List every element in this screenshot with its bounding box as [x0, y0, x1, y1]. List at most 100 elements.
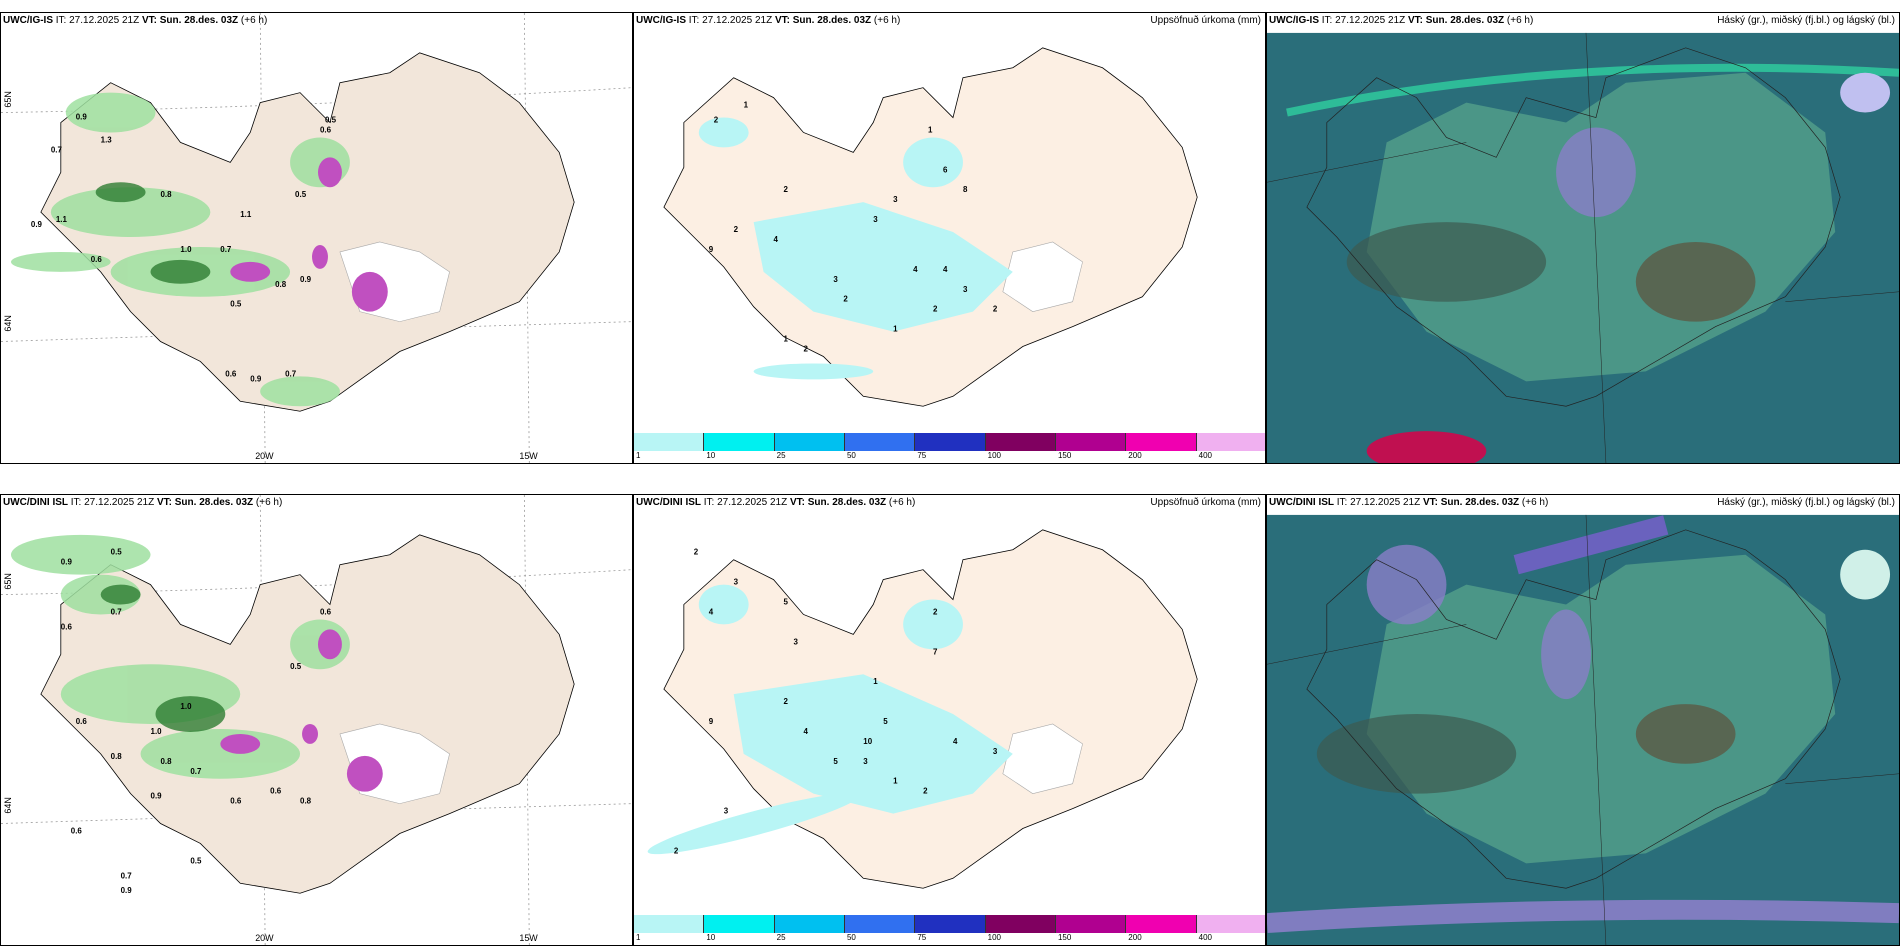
svg-text:3: 3	[873, 215, 878, 224]
svg-text:4: 4	[774, 235, 779, 244]
panel-title: UWC/IG-IS IT: 27.12.2025 21Z VT: Sun. 28…	[1269, 15, 1534, 26]
precip-map: 2 4 3 5 3 2 4 1 5 7 3 2 4 3 2 1 5 2 3 9 …	[647, 529, 1198, 889]
svg-text:65N: 65N	[3, 573, 13, 589]
colorbar-segment: 200	[1126, 915, 1197, 942]
svg-text:3: 3	[893, 195, 898, 204]
svg-text:2: 2	[933, 607, 938, 616]
svg-text:0.5: 0.5	[325, 116, 337, 125]
colorbar-tick: 100	[987, 451, 1001, 460]
svg-text:7: 7	[933, 647, 938, 656]
svg-text:2: 2	[714, 116, 719, 125]
svg-text:0.6: 0.6	[225, 369, 237, 378]
svg-text:0.5: 0.5	[295, 190, 307, 199]
svg-text:1: 1	[893, 325, 898, 334]
svg-text:2: 2	[843, 295, 848, 304]
svg-text:2: 2	[933, 305, 938, 314]
svg-text:0.9: 0.9	[76, 113, 88, 122]
panel-bottom-right: UWC/DINI ISL IT: 27.12.2025 21Z VT: Sun.…	[1266, 494, 1900, 946]
svg-text:9: 9	[709, 245, 714, 254]
svg-text:0.6: 0.6	[61, 622, 73, 631]
svg-text:5: 5	[784, 598, 789, 607]
colorbar-segment: 25	[774, 915, 845, 942]
svg-text:0.5: 0.5	[290, 662, 302, 671]
svg-text:0.9: 0.9	[61, 558, 73, 567]
colorbar-segment: 50	[844, 433, 916, 460]
svg-text:0.7: 0.7	[51, 145, 63, 154]
svg-text:2: 2	[993, 305, 998, 314]
svg-text:0.7: 0.7	[111, 607, 123, 616]
svg-text:5: 5	[883, 717, 888, 726]
svg-text:3: 3	[833, 275, 838, 284]
colorbar: 1 10 25 50 75 100 150 200 400	[634, 915, 1265, 942]
panel-top-middle: UWC/IG-IS IT: 27.12.2025 21Z VT: Sun. 28…	[633, 12, 1266, 464]
svg-text:0.9: 0.9	[121, 886, 133, 895]
svg-text:1: 1	[928, 125, 933, 134]
iceland-land	[40, 534, 575, 894]
svg-text:20W: 20W	[255, 933, 274, 943]
svg-text:15W: 15W	[519, 933, 538, 943]
svg-text:4: 4	[953, 737, 958, 746]
colorbar-segment: 75	[915, 433, 986, 460]
svg-text:3: 3	[993, 747, 998, 756]
colorbar-tick: 10	[706, 933, 716, 942]
colorbar-segment: 1	[634, 433, 705, 460]
svg-text:0.8: 0.8	[300, 797, 312, 806]
colorbar-tick: 75	[917, 451, 927, 460]
svg-text:1.1: 1.1	[240, 210, 252, 219]
colorbar-tick: 200	[1128, 933, 1142, 942]
wind-precip-map: 0.9 0.7 1.3 1.1 0.8 1.0 0.6 0.9 0.7 0.5 …	[1, 13, 632, 463]
panel-top-left: UWC/IG-IS IT: 27.12.2025 21Z VT: Sun. 28…	[0, 12, 633, 464]
svg-text:4: 4	[913, 265, 918, 274]
svg-text:0.8: 0.8	[160, 190, 172, 199]
svg-text:3: 3	[793, 637, 798, 646]
svg-text:2: 2	[784, 185, 789, 194]
svg-text:15W: 15W	[519, 451, 538, 461]
svg-text:1: 1	[893, 777, 898, 786]
svg-text:0.5: 0.5	[230, 300, 242, 309]
colorbar-segment: 400	[1196, 915, 1265, 942]
panel-subtitle: Uppsöfnuð úrkoma (mm)	[1150, 15, 1261, 26]
cloud-map	[1267, 32, 1899, 463]
svg-text:5: 5	[833, 757, 838, 766]
panel-title: UWC/IG-IS IT: 27.12.2025 21Z VT: Sun. 28…	[3, 15, 268, 26]
svg-text:8: 8	[963, 185, 968, 194]
colorbar-tick: 1	[636, 933, 641, 942]
svg-text:10: 10	[863, 737, 872, 746]
svg-text:0.6: 0.6	[270, 787, 282, 796]
wind-precip-map: 0.5 0.9 1.0 0.6 0.7 1.0 0.8 0.6 0.8 0.9 …	[1, 495, 632, 945]
panel-title: UWC/DINI ISL IT: 27.12.2025 21Z VT: Sun.…	[3, 497, 283, 508]
panel-subtitle: Háský (gr.), miðský (fj.bl.) og lágský (…	[1717, 497, 1895, 508]
svg-text:0.7: 0.7	[285, 369, 297, 378]
svg-text:0.6: 0.6	[230, 797, 242, 806]
svg-text:1: 1	[784, 335, 789, 344]
svg-text:2: 2	[734, 225, 739, 234]
colorbar-tick: 25	[776, 933, 786, 942]
colorbar-tick: 400	[1198, 933, 1212, 942]
svg-text:9: 9	[709, 717, 714, 726]
svg-text:0.7: 0.7	[121, 871, 133, 880]
colorbar-tick: 75	[917, 933, 927, 942]
colorbar-segment: 10	[704, 433, 775, 460]
svg-text:2: 2	[694, 548, 699, 557]
svg-text:4: 4	[803, 727, 808, 736]
svg-text:3: 3	[724, 807, 729, 816]
svg-text:2: 2	[784, 697, 789, 706]
panel-title: UWC/DINI ISL IT: 27.12.2025 21Z VT: Sun.…	[1269, 497, 1549, 508]
colorbar-segment: 50	[844, 915, 916, 942]
colorbar-tick: 150	[1057, 451, 1072, 460]
svg-text:0.9: 0.9	[151, 792, 163, 801]
colorbar-segment: 1	[634, 915, 705, 942]
svg-text:20W: 20W	[255, 451, 274, 461]
svg-text:65N: 65N	[3, 91, 13, 107]
svg-text:0.6: 0.6	[76, 717, 88, 726]
colorbar-tick: 1	[636, 451, 641, 460]
svg-text:0.7: 0.7	[220, 245, 232, 254]
colorbar-tick: 400	[1198, 451, 1212, 460]
svg-text:1.0: 1.0	[151, 727, 163, 736]
svg-text:0.5: 0.5	[190, 856, 202, 865]
svg-text:0.8: 0.8	[275, 280, 287, 289]
svg-text:3: 3	[963, 285, 968, 294]
svg-text:3: 3	[734, 578, 739, 587]
svg-text:1: 1	[873, 677, 878, 686]
panel-title: UWC/IG-IS IT: 27.12.2025 21Z VT: Sun. 28…	[636, 15, 901, 26]
